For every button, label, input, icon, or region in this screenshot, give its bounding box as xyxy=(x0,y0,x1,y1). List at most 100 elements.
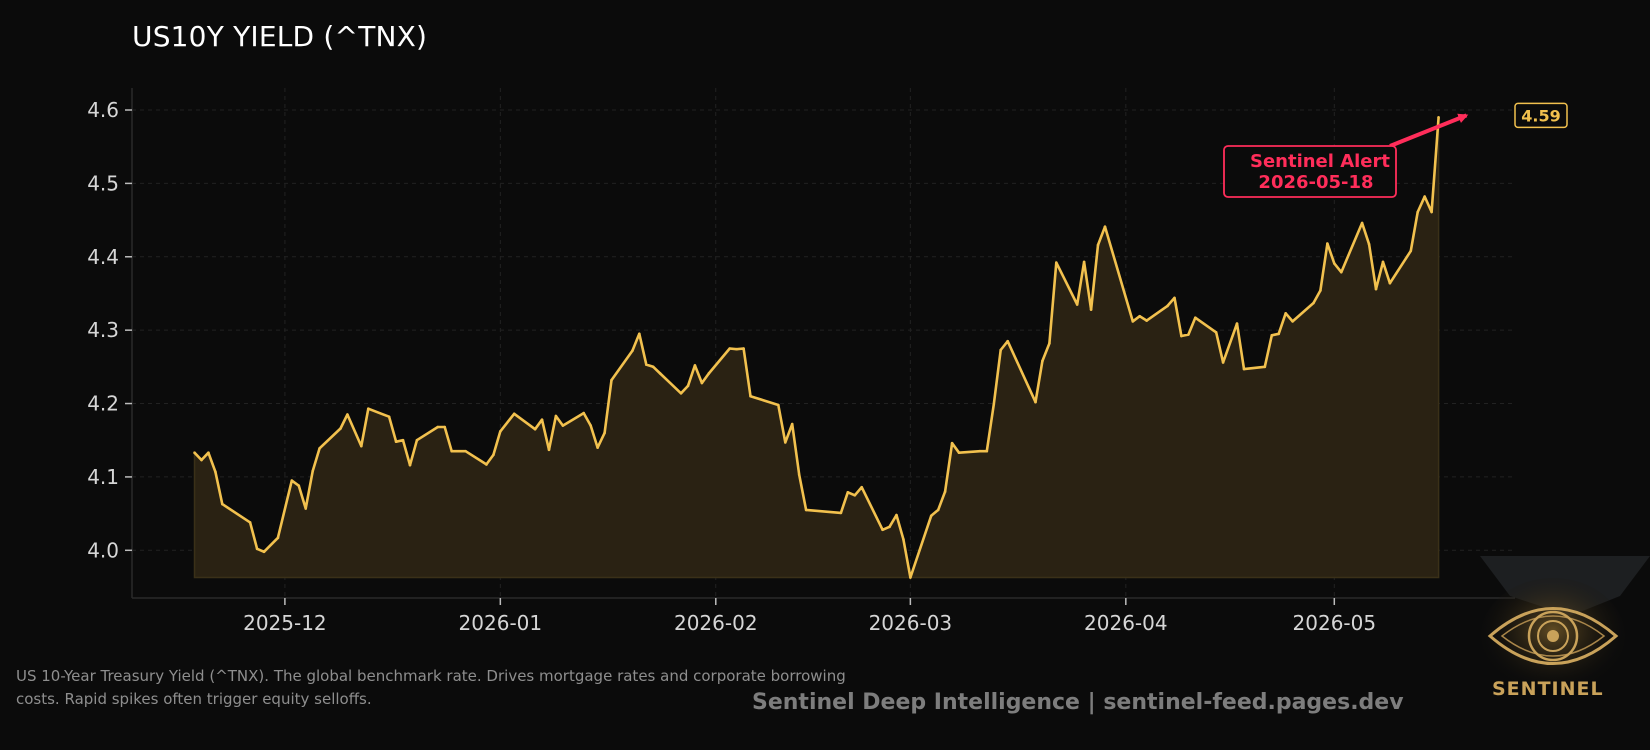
data-point xyxy=(596,446,599,449)
data-point xyxy=(415,438,419,442)
data-point xyxy=(540,418,544,421)
data-point xyxy=(631,349,634,353)
y-tick-label: 4.0 xyxy=(87,538,119,562)
data-point xyxy=(936,508,940,512)
data-point xyxy=(214,470,217,474)
alert-date: 2026-05-18 xyxy=(1258,172,1373,193)
data-point xyxy=(499,430,502,433)
data-point xyxy=(999,348,1003,352)
data-point xyxy=(728,347,731,350)
data-point xyxy=(1326,242,1329,245)
data-point xyxy=(1006,339,1009,343)
data-point xyxy=(707,372,711,375)
data-point xyxy=(443,425,447,429)
data-point xyxy=(651,365,655,369)
data-point xyxy=(1277,332,1281,336)
sentinel-eye-logo xyxy=(1480,556,1650,694)
data-point xyxy=(860,485,864,489)
x-tick-labels: 2025-12 2026-01 2026-02 2026-03 2026-04 2026-… xyxy=(243,598,1376,635)
data-point xyxy=(638,332,641,336)
data-point xyxy=(346,413,349,416)
data-point xyxy=(839,511,843,515)
data-point xyxy=(1082,260,1086,264)
data-point xyxy=(797,473,801,477)
data-point xyxy=(1166,304,1169,308)
data-point xyxy=(790,422,794,426)
data-point xyxy=(1194,316,1197,319)
data-point xyxy=(1360,221,1364,225)
data-point xyxy=(742,347,745,350)
data-point xyxy=(846,491,850,494)
y-tick-labels: 4.0 4.1 4.2 4.3 4.4 4.5 4.6 xyxy=(87,98,132,562)
data-point xyxy=(339,427,342,430)
data-point xyxy=(464,449,467,453)
data-point xyxy=(1131,320,1135,323)
chart-caption: US 10-Year Treasury Yield (^TNX). The gl… xyxy=(16,667,846,708)
data-point xyxy=(221,502,224,506)
data-point xyxy=(888,525,891,529)
x-tick-label: 2026-01 xyxy=(459,611,543,635)
data-point xyxy=(1145,319,1148,322)
data-point xyxy=(777,403,780,407)
data-point xyxy=(1180,334,1183,338)
chart-title: US10Y YIELD (^TNX) xyxy=(132,20,428,53)
data-point xyxy=(512,412,516,416)
data-point xyxy=(561,424,565,427)
data-point xyxy=(408,463,412,467)
data-point xyxy=(436,425,440,429)
data-point xyxy=(304,507,308,510)
data-point xyxy=(255,547,259,551)
data-point xyxy=(1312,301,1315,305)
data-point xyxy=(401,438,405,442)
data-point xyxy=(943,490,947,493)
data-point xyxy=(957,451,961,455)
data-point xyxy=(992,402,996,406)
data-point xyxy=(582,411,586,415)
data-point xyxy=(929,514,933,518)
data-point xyxy=(909,576,912,579)
data-point xyxy=(1374,287,1378,291)
data-point xyxy=(610,378,613,382)
data-point xyxy=(1075,303,1079,306)
data-point xyxy=(387,415,391,419)
data-point xyxy=(783,441,787,444)
data-point xyxy=(1034,400,1037,404)
data-point xyxy=(700,381,704,385)
data-point xyxy=(853,493,857,497)
data-point xyxy=(207,451,210,455)
data-point xyxy=(290,479,294,482)
data-point xyxy=(193,451,196,455)
data-point xyxy=(589,424,592,427)
data-point xyxy=(554,414,558,418)
alert-arrow xyxy=(1389,113,1469,148)
alert-box xyxy=(1223,145,1397,198)
data-point xyxy=(450,449,453,453)
data-point xyxy=(950,441,954,445)
data-point xyxy=(200,458,203,462)
data-point xyxy=(262,550,266,554)
y-tick-label: 4.6 xyxy=(87,98,119,122)
data-point xyxy=(547,448,551,452)
data-point xyxy=(1381,260,1385,264)
data-point xyxy=(658,372,662,375)
footer-credit: Sentinel Deep Intelligence | sentinel-fe… xyxy=(752,690,1404,715)
data-point xyxy=(902,537,905,541)
data-point xyxy=(1041,359,1044,363)
data-point xyxy=(533,427,537,431)
data-point xyxy=(749,394,752,398)
y-tick-label: 4.4 xyxy=(87,245,119,269)
data-point xyxy=(693,364,697,367)
data-point xyxy=(644,363,648,366)
data-point xyxy=(1089,308,1093,311)
axes xyxy=(131,88,1515,599)
data-points xyxy=(193,116,1440,579)
data-point xyxy=(318,447,321,450)
data-point xyxy=(978,449,982,453)
data-point xyxy=(686,384,690,388)
last-value-box xyxy=(1514,102,1568,129)
y-tick-label: 4.2 xyxy=(87,392,119,416)
alert-label: Sentinel Alert xyxy=(1250,151,1390,172)
last-value-badge: 4.59 xyxy=(1514,102,1568,129)
data-point xyxy=(394,440,398,443)
